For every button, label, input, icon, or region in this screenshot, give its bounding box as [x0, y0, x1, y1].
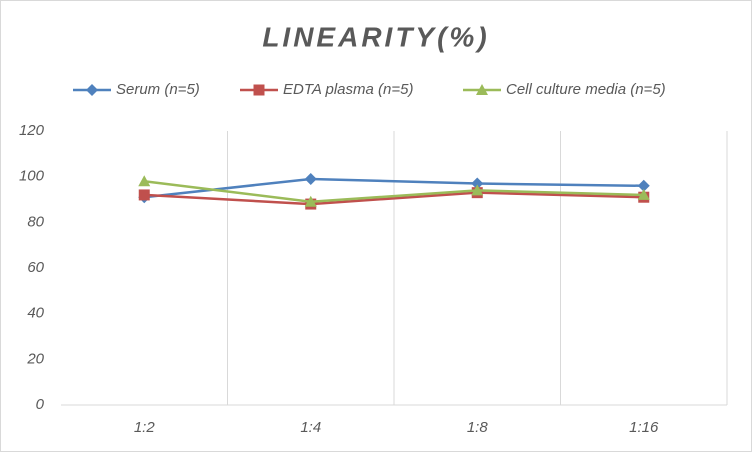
data-point: [304, 195, 317, 207]
x-tick-label: 1:4: [300, 419, 321, 436]
data-point: [471, 184, 484, 196]
legend-marker: [476, 84, 488, 95]
series-line: [144, 179, 644, 204]
y-tick-label: 20: [26, 350, 44, 367]
legend-marker: [86, 84, 98, 96]
x-tick-label: 1:16: [629, 419, 659, 436]
x-tick-label: 1:2: [134, 419, 156, 436]
y-tick-label: 100: [19, 168, 45, 185]
data-point: [471, 177, 484, 190]
chart-title: LINEARITY(%): [262, 21, 489, 52]
y-tick-label: 80: [27, 213, 44, 230]
legend-label: Serum (n=5): [116, 81, 200, 98]
y-tick-label: 120: [19, 122, 45, 139]
legend-label: Cell culture media (n=5): [506, 81, 666, 98]
data-point: [138, 189, 150, 201]
data-point: [304, 172, 317, 185]
series-line: [144, 177, 644, 199]
y-tick-label: 0: [36, 396, 45, 413]
x-tick-label: 1:8: [467, 419, 489, 436]
y-tick-label: 40: [27, 305, 44, 322]
legend-label: EDTA plasma (n=5): [283, 81, 413, 98]
legend-marker: [253, 84, 265, 96]
series-line: [144, 191, 644, 206]
y-tick-label: 60: [27, 259, 44, 276]
data-point: [637, 188, 650, 200]
data-point: [138, 175, 151, 187]
data-point: [637, 179, 650, 192]
